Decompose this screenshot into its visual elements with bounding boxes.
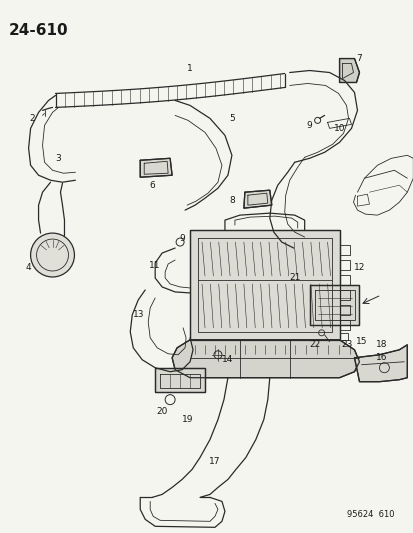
- Text: 14: 14: [222, 356, 233, 364]
- Text: 15: 15: [355, 337, 366, 346]
- Text: 5: 5: [228, 114, 234, 123]
- Text: 13: 13: [132, 310, 144, 319]
- Text: 4: 4: [26, 263, 31, 272]
- Polygon shape: [155, 368, 204, 392]
- Polygon shape: [339, 59, 358, 83]
- Text: 17: 17: [209, 457, 220, 466]
- Text: 3: 3: [55, 154, 61, 163]
- Text: 12: 12: [353, 263, 364, 272]
- Text: 9: 9: [306, 121, 312, 130]
- Text: 21: 21: [288, 273, 300, 282]
- Polygon shape: [172, 340, 358, 378]
- Text: 6: 6: [149, 181, 155, 190]
- Text: 11: 11: [149, 261, 161, 270]
- Text: 9: 9: [179, 233, 185, 243]
- Text: 20: 20: [156, 407, 167, 416]
- Text: 22: 22: [308, 340, 320, 349]
- Text: 10: 10: [333, 124, 344, 133]
- Text: 19: 19: [182, 415, 193, 424]
- Text: 95624  610: 95624 610: [346, 510, 394, 519]
- Circle shape: [31, 233, 74, 277]
- Text: 2: 2: [30, 114, 36, 123]
- Text: 1: 1: [187, 64, 192, 73]
- Text: 16: 16: [375, 353, 386, 362]
- Polygon shape: [309, 285, 358, 325]
- Polygon shape: [140, 158, 172, 177]
- Text: 24-610: 24-610: [9, 22, 68, 38]
- Text: 8: 8: [228, 196, 234, 205]
- Polygon shape: [243, 190, 271, 208]
- Polygon shape: [190, 230, 339, 340]
- Text: 23: 23: [341, 340, 352, 349]
- Polygon shape: [354, 345, 406, 382]
- Text: 7: 7: [356, 54, 361, 63]
- Text: 18: 18: [375, 340, 386, 349]
